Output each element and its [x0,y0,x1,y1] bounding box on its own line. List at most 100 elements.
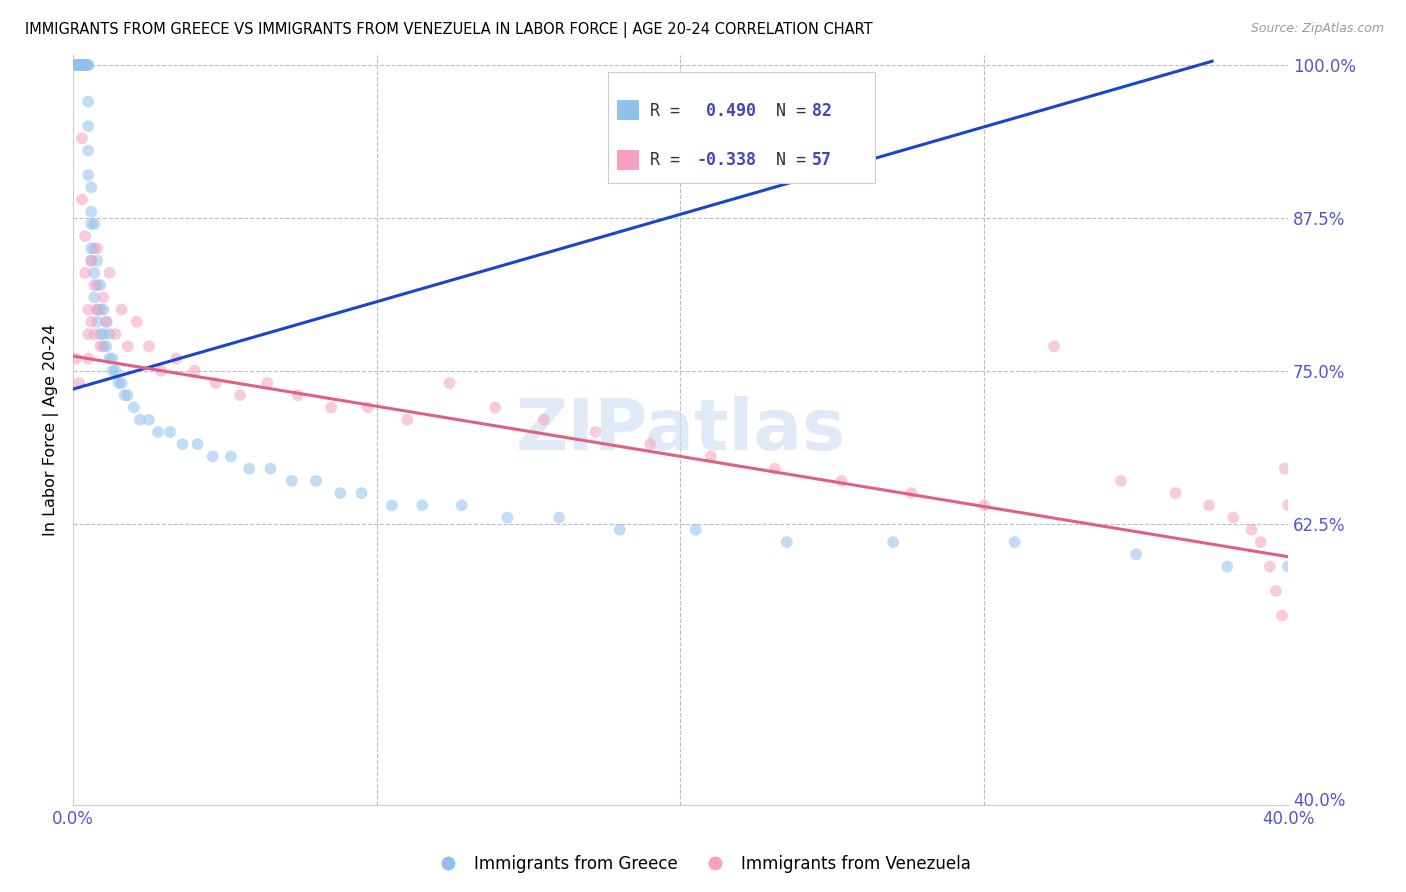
Point [128,413,150,427]
Point [548,510,571,524]
Point [356,401,378,415]
Point [201,450,224,464]
Point [122,401,145,415]
Point [172,437,194,451]
Point [86,278,108,293]
Point [101,364,124,378]
Point [138,339,160,353]
Point [96,315,118,329]
Point [98,266,121,280]
Point [533,413,555,427]
Point [117,388,139,402]
FancyBboxPatch shape [617,100,640,120]
Point [77,351,100,366]
Point [1125,547,1147,561]
Point [70,131,93,145]
Point [256,376,278,390]
Point [70,58,93,72]
Point [86,302,108,317]
Point [65,58,87,72]
Point [973,499,995,513]
Point [86,242,108,256]
Point [1043,339,1066,353]
Point [484,401,506,415]
Text: IMMIGRANTS FROM GREECE VS IMMIGRANTS FROM VENEZUELA IN LABOR FORCE | AGE 20-24 C: IMMIGRANTS FROM GREECE VS IMMIGRANTS FRO… [25,22,873,38]
Point [93,327,115,342]
Point [89,327,111,342]
Point [396,413,419,427]
Point [117,339,139,353]
Point [77,302,100,317]
Point [638,437,661,451]
Point [83,266,105,280]
Point [138,413,160,427]
Point [77,58,100,72]
Point [1109,474,1132,488]
Point [65,58,87,72]
Point [83,278,105,293]
Point [830,474,852,488]
Point [65,58,87,72]
Point [1240,523,1263,537]
Point [259,461,281,475]
Point [496,510,519,524]
Point [439,376,461,390]
Point [70,58,93,72]
Point [183,364,205,378]
Point [1250,535,1272,549]
Point [280,474,302,488]
Point [89,339,111,353]
Point [1164,486,1187,500]
Point [1277,559,1299,574]
Point [1216,559,1239,574]
Point [67,58,90,72]
Point [287,388,309,402]
Point [75,229,97,244]
Point [110,302,132,317]
Point [110,376,132,390]
Point [86,253,108,268]
Point [350,486,373,500]
Point [83,242,105,256]
FancyBboxPatch shape [607,71,875,183]
Point [70,193,93,207]
Point [1264,584,1286,599]
Point [89,278,111,293]
Point [411,499,433,513]
Point [776,535,799,549]
Point [685,523,707,537]
Point [107,376,129,390]
Point [450,499,472,513]
Point [75,58,97,72]
Point [77,144,100,158]
Point [104,327,127,342]
Point [700,450,723,464]
Point [219,450,242,464]
Text: R =: R = [650,103,690,120]
Text: -0.338: -0.338 [696,151,756,169]
Point [104,364,127,378]
Point [93,302,115,317]
Point [609,523,631,537]
Text: R =: R = [650,151,690,169]
Point [77,58,100,72]
Point [75,58,97,72]
Point [67,58,90,72]
Point [321,401,343,415]
Point [101,351,124,366]
Point [1271,608,1294,623]
Point [80,315,103,329]
Text: N =: N = [756,151,815,169]
Point [83,327,105,342]
Point [159,425,181,439]
Point [67,58,90,72]
Point [1004,535,1026,549]
Text: 0.490: 0.490 [696,103,756,120]
Point [93,290,115,304]
Text: N =: N = [756,103,815,120]
Point [98,327,121,342]
Y-axis label: In Labor Force | Age 20-24: In Labor Force | Age 20-24 [44,324,59,536]
Point [89,302,111,317]
Point [83,217,105,231]
Point [96,339,118,353]
